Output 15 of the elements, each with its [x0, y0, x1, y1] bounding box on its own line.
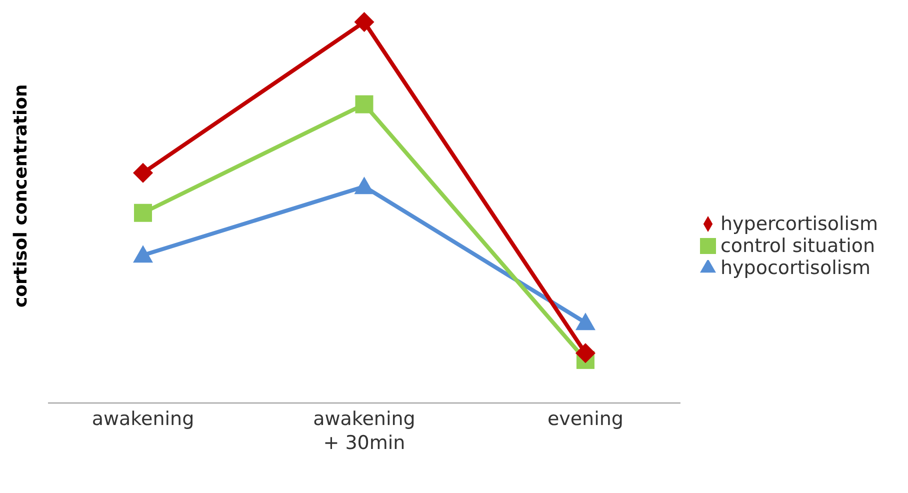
point [133, 162, 153, 183]
x-tick-label: awakening + 30min [313, 408, 416, 454]
x-tick-label: evening [547, 408, 624, 430]
point [575, 343, 596, 364]
point [354, 176, 374, 194]
point [575, 312, 596, 330]
legend-label: hypercortisolism [720, 212, 878, 234]
x-tick-label: awakening [92, 408, 194, 430]
point [355, 95, 374, 114]
y-axis-title: cortisol concentration [10, 84, 32, 308]
point [354, 12, 374, 32]
point [133, 245, 153, 263]
point [134, 204, 152, 222]
legend-label: control situation [720, 234, 876, 256]
legend-label: hypocortisolism [720, 256, 871, 278]
